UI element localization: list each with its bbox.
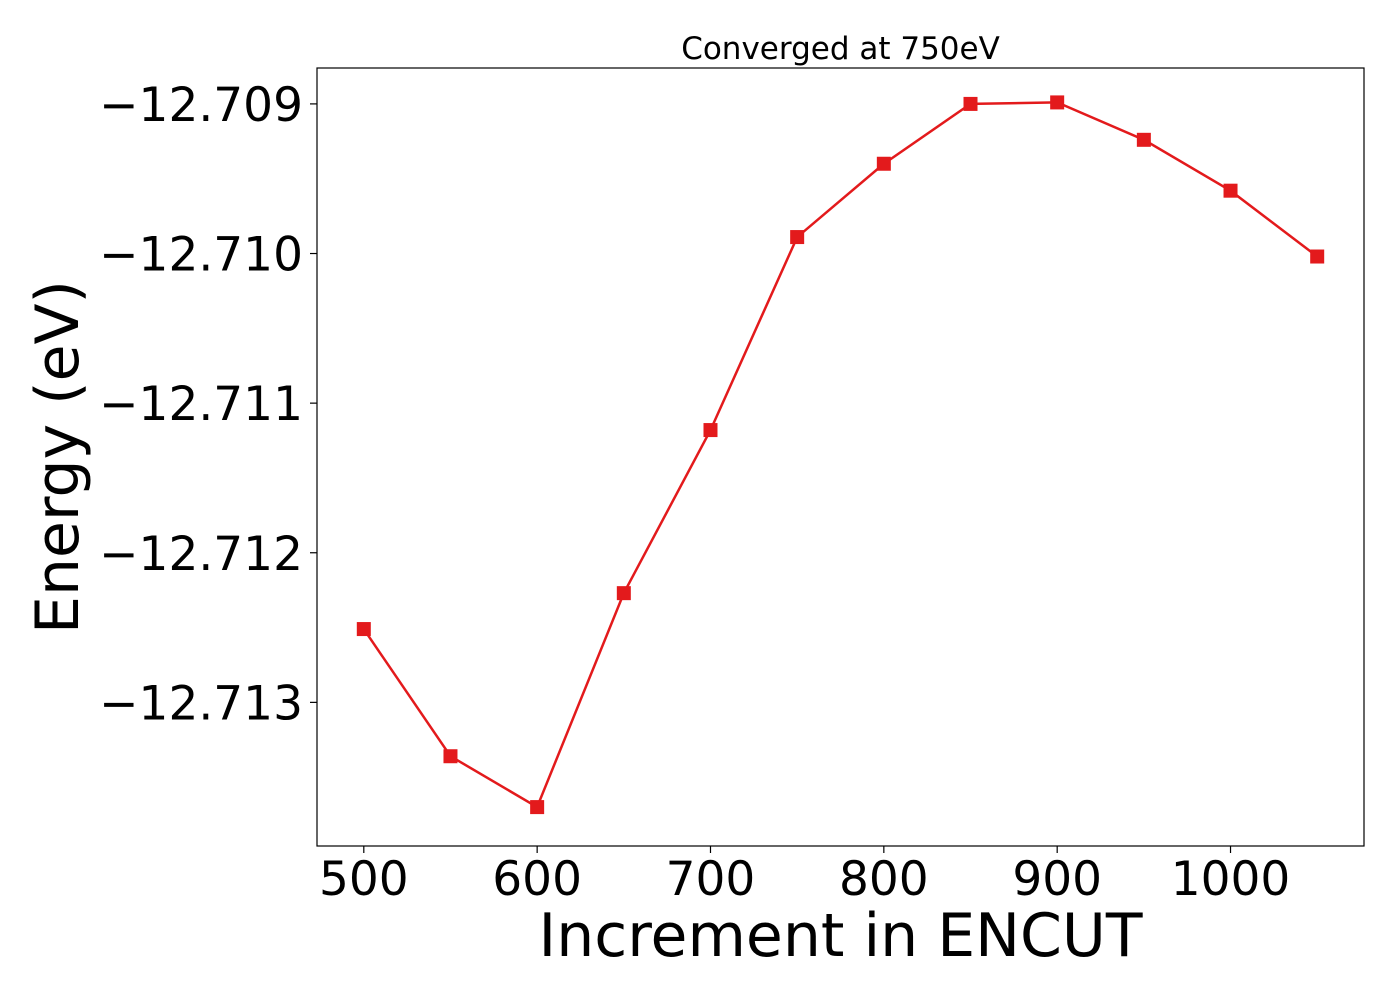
x-tick-label: 800 (839, 852, 929, 907)
x-tick-label: 600 (492, 852, 582, 907)
plot-area (356, 95, 1325, 815)
series-line (362, 101, 1318, 809)
x-axis: 500 600 700 800 900 1000 (319, 846, 1290, 907)
data-point-marker (963, 96, 978, 111)
data-point-marker (530, 800, 545, 815)
y-axis: −12.713 −12.712 −12.711 −12.710 −12.709 (99, 78, 317, 731)
y-axis-label: Energy (eV) (23, 280, 93, 634)
x-tick-label: 700 (666, 852, 756, 907)
x-tick-label: 900 (1012, 852, 1102, 907)
data-point-marker (1310, 249, 1325, 264)
data-point-marker (1136, 132, 1151, 147)
data-point-marker (1050, 95, 1065, 110)
data-point-marker (616, 586, 631, 601)
y-tick-label: −12.713 (99, 676, 303, 731)
data-point-marker (356, 622, 371, 637)
data-point-marker (703, 423, 718, 438)
x-axis-label: Increment in ENCUT (539, 901, 1143, 971)
data-point-marker (1223, 183, 1238, 198)
chart-title: Converged at 750eV (681, 31, 1000, 67)
y-tick-label: −12.710 (99, 228, 303, 283)
data-point-marker (790, 230, 805, 245)
axes-frame (316, 67, 1365, 847)
y-tick-label: −12.711 (99, 377, 303, 432)
x-tick-label: 500 (319, 852, 409, 907)
y-tick-label: −12.712 (99, 527, 303, 582)
data-point-marker (443, 749, 458, 764)
data-point-marker (876, 156, 891, 171)
y-tick-label: −12.709 (99, 78, 303, 133)
x-tick-label: 1000 (1171, 852, 1291, 907)
